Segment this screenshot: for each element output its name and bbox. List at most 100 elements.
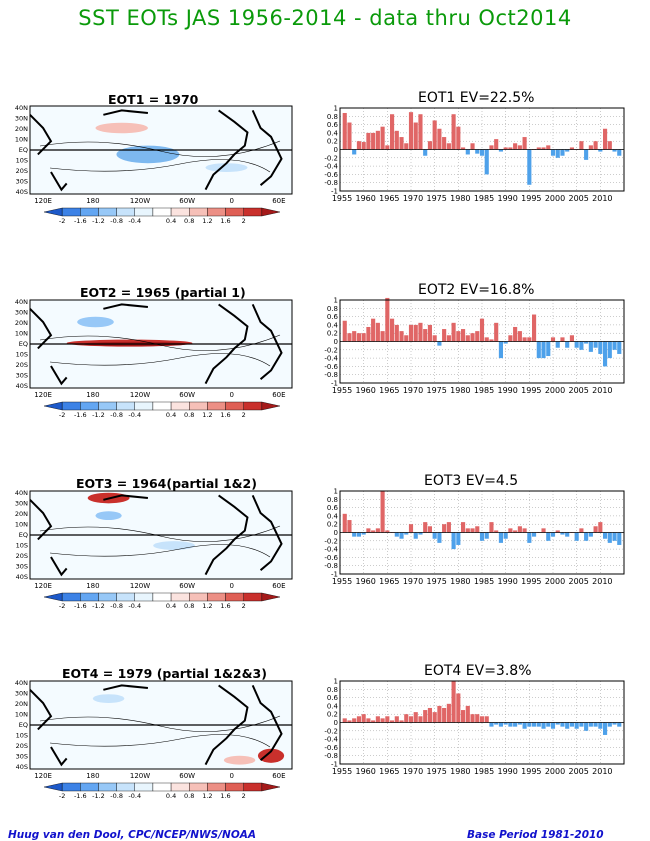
- colorbar-arrow-left: [43, 782, 63, 792]
- bar: [579, 528, 584, 533]
- bar: [517, 145, 522, 150]
- colorbar-label: 1.6: [220, 792, 230, 800]
- colorbar-segment: [116, 592, 135, 602]
- bar: [352, 149, 357, 155]
- lat-label: 10S: [16, 732, 28, 740]
- bar: [574, 532, 579, 541]
- bar: [380, 126, 385, 150]
- contour-line: [39, 140, 281, 157]
- bar: [560, 337, 565, 342]
- lat-label: 40S: [16, 382, 28, 390]
- coastline: [103, 684, 149, 691]
- bar: [356, 532, 361, 537]
- bar: [342, 513, 347, 533]
- colorbar-segment: [170, 207, 190, 217]
- x-tick-label: 1965: [379, 767, 399, 776]
- x-tick-label: 2000: [545, 194, 565, 203]
- bar: [607, 532, 612, 543]
- bar: [366, 132, 371, 150]
- colorbar-arrow-right: [261, 401, 281, 411]
- colorbar-segment: [80, 401, 99, 411]
- bar: [536, 341, 541, 359]
- coastline: [251, 109, 283, 186]
- colorbar-label: -1.2: [92, 792, 105, 800]
- bar: [427, 707, 432, 723]
- bar: [347, 720, 352, 723]
- bar-title-eot4: EOT4 EV=3.8%: [424, 663, 532, 679]
- colorbar-label: -0.8: [110, 602, 123, 610]
- bar: [494, 722, 499, 725]
- lat-label: 30N: [15, 690, 28, 698]
- bar: [451, 532, 456, 550]
- y-tick-label: 0.8: [327, 686, 338, 694]
- bar: [598, 522, 603, 533]
- lat-label: 10S: [16, 351, 28, 359]
- bar: [361, 714, 366, 723]
- colorbar-label: 1.2: [202, 792, 212, 800]
- lon-label: 120E: [34, 197, 52, 205]
- coastline: [251, 494, 283, 571]
- bar: [550, 532, 556, 537]
- bar: [517, 331, 522, 342]
- x-tick-label: 1960: [355, 194, 375, 203]
- y-tick-label: 1: [334, 105, 338, 113]
- colorbar-label: 2: [242, 217, 246, 225]
- y-tick-label: -0.6: [324, 744, 338, 752]
- bar: [560, 722, 565, 727]
- bar: [465, 528, 470, 533]
- bar: [408, 716, 414, 723]
- bar: [522, 528, 527, 533]
- bar: [555, 149, 560, 158]
- bar: [494, 322, 499, 342]
- colorbar-label: 1.2: [202, 602, 212, 610]
- bar: [385, 145, 390, 150]
- bar: [508, 722, 513, 727]
- coastline: [251, 684, 283, 761]
- x-tick-label: 2000: [545, 386, 565, 395]
- bar: [470, 143, 475, 150]
- bar: [489, 145, 494, 150]
- colorbar-arrow-right: [261, 782, 281, 792]
- colorbar-segment: [98, 401, 117, 411]
- lat-label: 10N: [15, 521, 28, 529]
- lon-label: 180: [86, 582, 99, 590]
- bar: [579, 341, 584, 350]
- y-tick-label: -0.4: [324, 546, 338, 554]
- lon-label: 120W: [130, 391, 150, 399]
- y-tick-label: 0.4: [327, 321, 339, 329]
- x-tick-label: 1995: [521, 386, 541, 395]
- colorbar-segment: [207, 782, 226, 792]
- bar: [607, 341, 612, 359]
- colorbar-label: 1.2: [202, 217, 212, 225]
- bar: [479, 318, 485, 342]
- bar: [617, 532, 622, 545]
- y-tick-label: -0.8: [324, 562, 338, 570]
- x-tick-label: 1980: [450, 194, 470, 203]
- colorbar-label: 1.6: [220, 602, 230, 610]
- bar: [546, 532, 551, 541]
- lat-label: 30N: [15, 115, 28, 123]
- lat-label: 20N: [15, 510, 28, 518]
- bar: [361, 532, 366, 535]
- bar: [603, 341, 608, 367]
- sst-map-eot2: 40N 30N 20N 10N EQ 10S 20S 30S 40S 120E 180 120W 60W…: [15, 298, 293, 419]
- x-tick-label: 1990: [497, 194, 517, 203]
- bar: [560, 532, 565, 535]
- anomaly-shading: [153, 541, 196, 550]
- bar: [408, 112, 414, 150]
- colorbar-segment: [152, 401, 172, 411]
- y-tick-label: 0: [334, 529, 338, 537]
- x-tick-label: 2010: [592, 577, 612, 586]
- bar: [342, 320, 347, 342]
- lon-label: 60W: [179, 391, 195, 399]
- anomaly-shading: [77, 316, 114, 328]
- anomaly-shading: [95, 122, 148, 134]
- bar: [569, 147, 574, 150]
- y-tick-label: 0: [334, 719, 338, 727]
- bar: [432, 120, 437, 150]
- colorbar-label: 1.6: [220, 217, 230, 225]
- bar: [375, 322, 380, 342]
- bar: [451, 681, 456, 723]
